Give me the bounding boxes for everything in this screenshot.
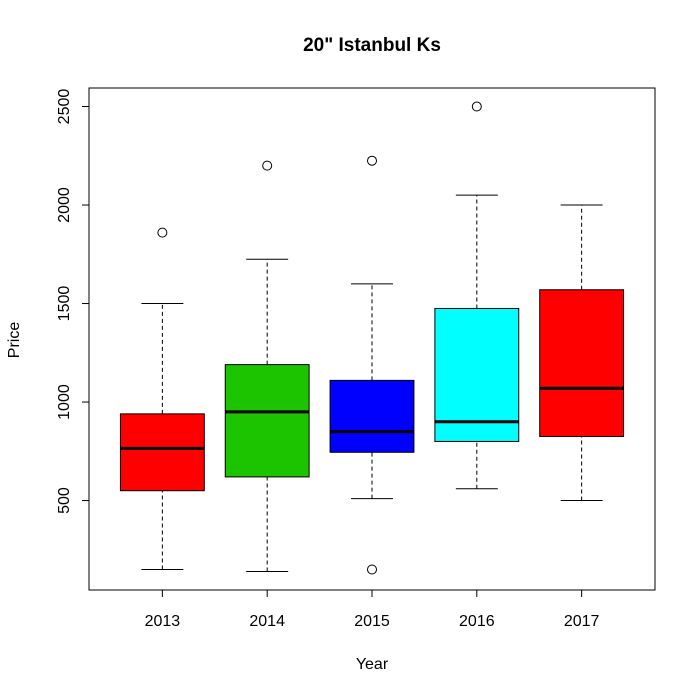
- x-tick-label: 2013: [145, 613, 181, 630]
- outlier: [157, 227, 168, 238]
- y-tick-label: 2500: [56, 89, 73, 125]
- x-tick-label: 2015: [354, 613, 390, 630]
- outlier: [367, 155, 377, 166]
- x-tick-label: 2016: [459, 613, 495, 630]
- x-axis-label: Year: [356, 656, 389, 673]
- y-tick-label: 1000: [56, 384, 73, 420]
- y-tick-label: 500: [56, 487, 73, 514]
- y-axis-label: Price: [6, 322, 23, 359]
- y-tick-label: 1500: [56, 286, 73, 322]
- outlier: [262, 160, 273, 171]
- y-tick-label: 2000: [56, 187, 73, 223]
- chart-title: 20" Istanbul Ks: [303, 35, 441, 56]
- box: [224, 364, 310, 478]
- box: [119, 413, 205, 492]
- box: [434, 307, 520, 442]
- outlier: [471, 101, 482, 112]
- x-tick-label: 2017: [564, 613, 600, 630]
- outlier: [367, 564, 377, 575]
- box: [539, 289, 625, 438]
- box: [329, 379, 415, 453]
- x-tick-label: 2014: [249, 613, 285, 630]
